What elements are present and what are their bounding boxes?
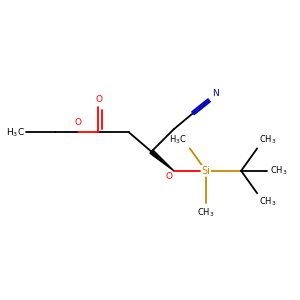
Text: Si: Si bbox=[201, 166, 210, 176]
Text: O: O bbox=[165, 172, 172, 182]
Text: O: O bbox=[74, 118, 81, 127]
Text: CH$_3$: CH$_3$ bbox=[197, 206, 215, 219]
Text: O: O bbox=[95, 95, 102, 104]
Text: CH$_3$: CH$_3$ bbox=[259, 196, 276, 208]
Text: H$_3$C: H$_3$C bbox=[6, 126, 25, 139]
Text: H$_3$C: H$_3$C bbox=[169, 133, 187, 146]
Text: CH$_3$: CH$_3$ bbox=[259, 133, 276, 146]
Text: N: N bbox=[212, 89, 218, 98]
Polygon shape bbox=[150, 150, 174, 171]
Text: CH$_3$: CH$_3$ bbox=[270, 165, 287, 177]
